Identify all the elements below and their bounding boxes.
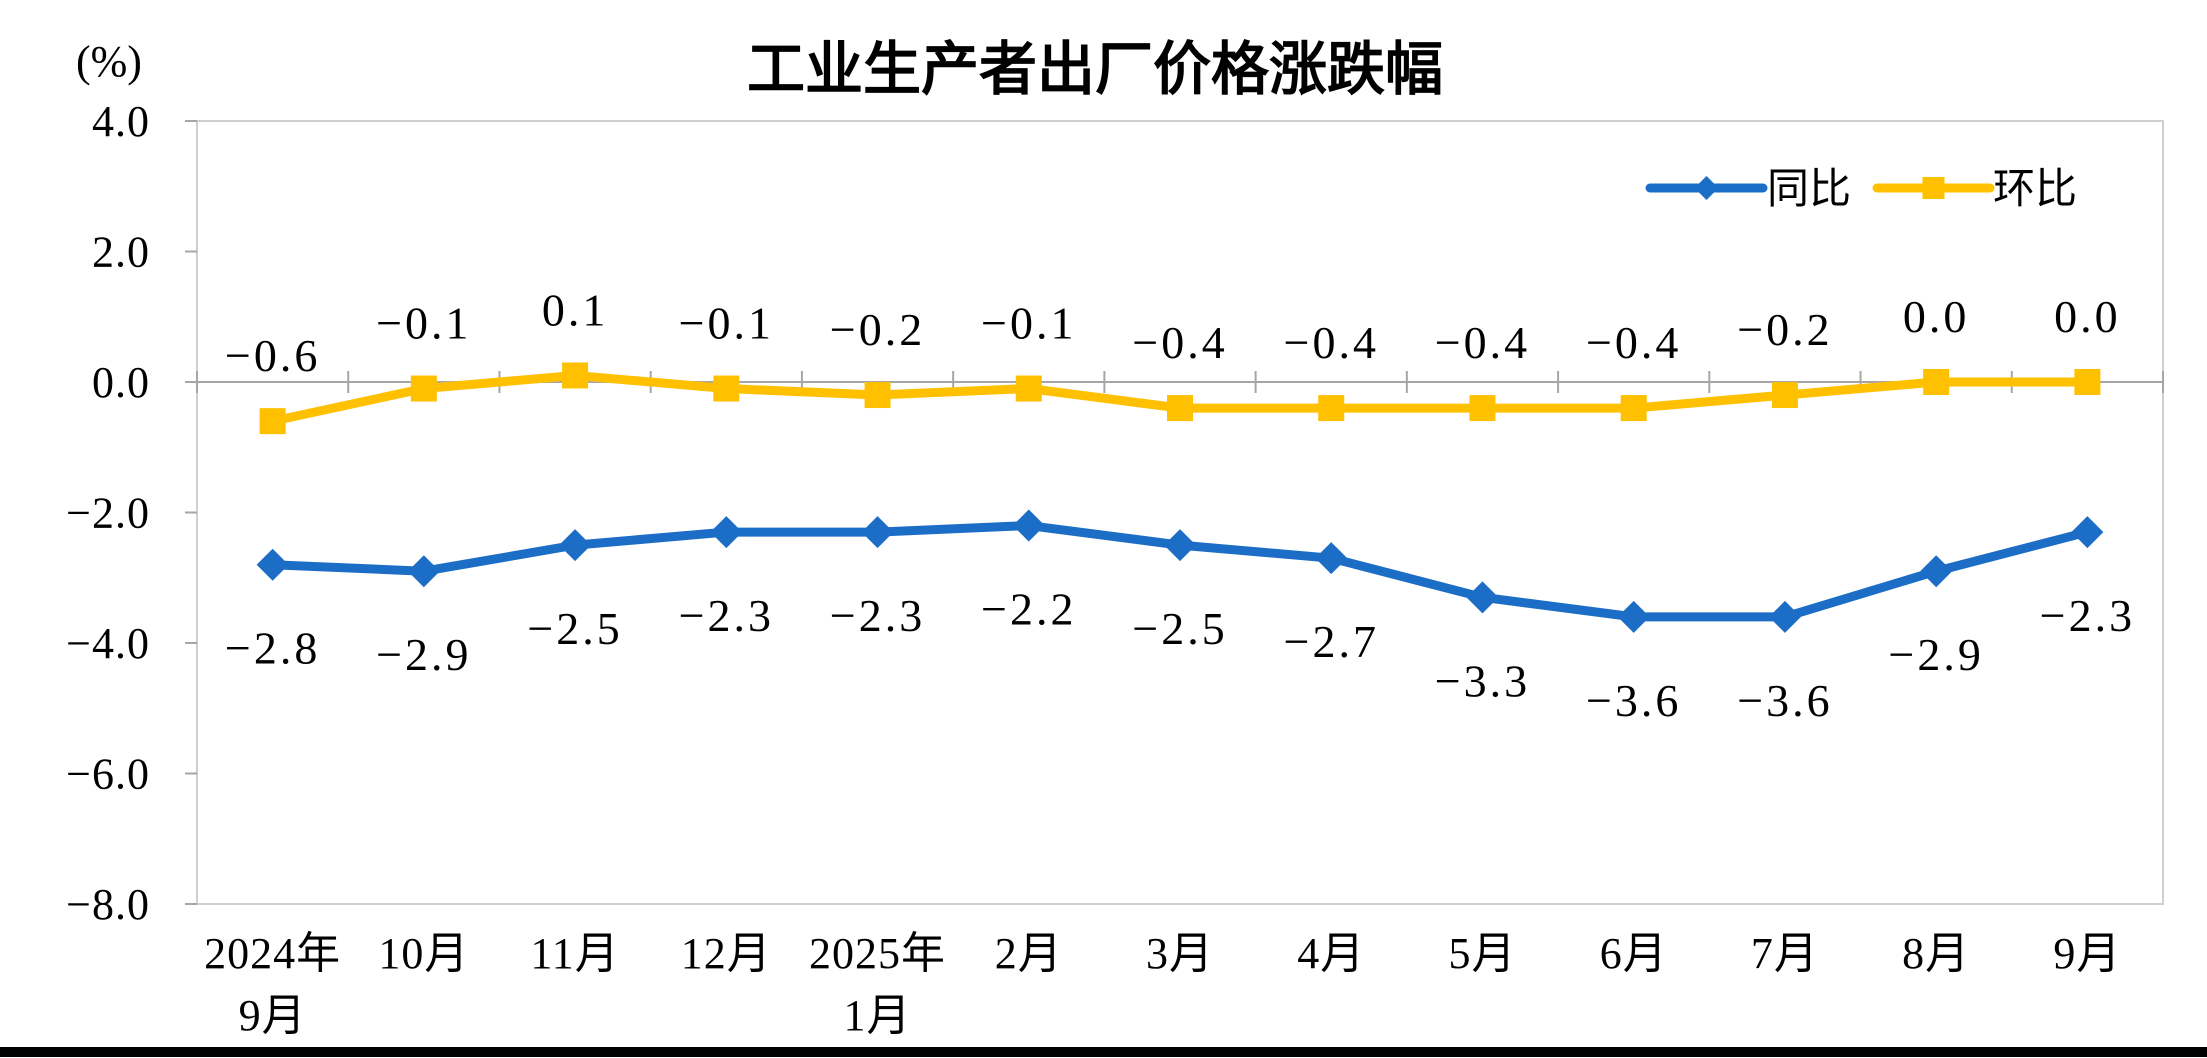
data-label: −0.2 (1737, 304, 1832, 355)
data-label: −0.4 (1435, 317, 1530, 368)
y-axis-tick-label: 4.0 (92, 97, 150, 146)
data-label: −2.5 (527, 603, 622, 654)
data-label: −3.3 (1435, 655, 1530, 706)
data-point-marker-diamond (2071, 516, 2104, 549)
data-point-marker-diamond (1617, 600, 1650, 633)
x-axis-label: 5月 (1448, 929, 1516, 978)
x-axis-label: 10月 (378, 929, 469, 978)
data-point-marker-diamond (1768, 600, 1801, 633)
x-axis-label: 9月 (2053, 929, 2121, 978)
data-point-marker-square (562, 362, 589, 389)
legend-item-环比: 环比 (1872, 165, 2077, 212)
screen-bottom-bar (0, 1047, 2207, 1057)
plot-border (196, 120, 2164, 905)
data-point-marker-square (259, 408, 286, 435)
x-axis-label-line2: 9月 (239, 991, 307, 1040)
data-label: −2.3 (830, 590, 925, 641)
y-axis-tick-label: −2.0 (66, 489, 150, 538)
data-label: −2.8 (225, 623, 320, 674)
data-label: −0.4 (1132, 317, 1227, 368)
data-label: −2.9 (1888, 629, 1983, 680)
data-label: 0.0 (2054, 291, 2121, 342)
data-label: −0.4 (1284, 317, 1379, 368)
data-point-marker-square (864, 382, 891, 409)
data-label: −3.6 (1737, 675, 1832, 726)
data-point-marker-diamond (407, 555, 440, 588)
data-label: −2.7 (1284, 616, 1379, 667)
data-point-marker-diamond (1466, 581, 1499, 614)
data-label: −0.2 (830, 304, 925, 355)
data-point-marker-diamond (1164, 529, 1196, 562)
x-axis-label: 2025年 (809, 929, 946, 978)
data-label: −0.1 (981, 298, 1076, 349)
x-axis-label: 7月 (1751, 929, 1819, 978)
data-point-marker-diamond (710, 516, 743, 549)
data-point-marker-diamond (1920, 555, 1953, 588)
data-point-marker-diamond (1012, 509, 1045, 542)
y-axis-tick-label: −8.0 (66, 880, 150, 929)
y-axis-unit-label: (%) (76, 37, 142, 86)
data-point-marker-diamond (861, 516, 894, 549)
chart-title: 工业生产者出厂价格涨跌幅 (746, 37, 1444, 102)
y-axis-tick-label: 2.0 (92, 228, 150, 277)
data-point-marker-square (1620, 395, 1647, 422)
y-axis-tick-label: 0.0 (92, 358, 150, 407)
x-axis-label: 8月 (1902, 929, 1970, 978)
legend-marker-icon (1694, 176, 1719, 200)
data-point-marker-diamond (1315, 542, 1348, 575)
legend-marker-icon (1922, 177, 1945, 199)
data-point-marker-square (1167, 395, 1193, 422)
data-point-marker-square (1923, 369, 1950, 395)
y-axis-tick-label: −6.0 (66, 750, 150, 799)
data-point-marker-square (410, 375, 437, 402)
x-axis-label: 2月 (995, 929, 1063, 978)
data-point-marker-square (1469, 395, 1496, 422)
data-label: −0.1 (679, 298, 774, 349)
legend-label: 同比 (1767, 165, 1851, 212)
x-axis-label: 2024年 (204, 929, 341, 978)
data-label: −3.6 (1586, 675, 1681, 726)
data-label: −0.6 (225, 330, 320, 381)
x-axis-label: 11月 (530, 929, 619, 978)
legend-label: 环比 (1993, 165, 2077, 212)
data-label: −0.1 (376, 298, 471, 349)
data-label: −2.9 (376, 629, 471, 680)
data-point-marker-diamond (559, 529, 592, 562)
data-point-marker-square (1771, 382, 1798, 409)
x-axis-label: 12月 (681, 929, 772, 978)
data-label: −2.3 (2040, 590, 2135, 641)
data-point-marker-square (1015, 375, 1042, 402)
data-point-marker-diamond (256, 548, 289, 581)
data-point-marker-square (2074, 369, 2101, 395)
x-axis-label: 4月 (1297, 929, 1365, 978)
data-label: −0.4 (1586, 317, 1681, 368)
x-axis-label-line2: 1月 (844, 991, 912, 1040)
data-label: −2.2 (981, 584, 1076, 635)
legend-item-同比: 同比 (1645, 165, 1851, 212)
data-label: −2.5 (1132, 603, 1227, 654)
data-point-marker-square (1318, 395, 1345, 422)
x-axis-label: 3月 (1146, 929, 1214, 978)
data-label: 0.1 (542, 284, 609, 335)
data-point-marker-square (713, 375, 740, 402)
data-label: 0.0 (1903, 291, 1970, 342)
y-axis-tick-label: −4.0 (66, 619, 150, 668)
data-label: −2.3 (679, 590, 774, 641)
x-axis-label: 6月 (1600, 929, 1668, 978)
